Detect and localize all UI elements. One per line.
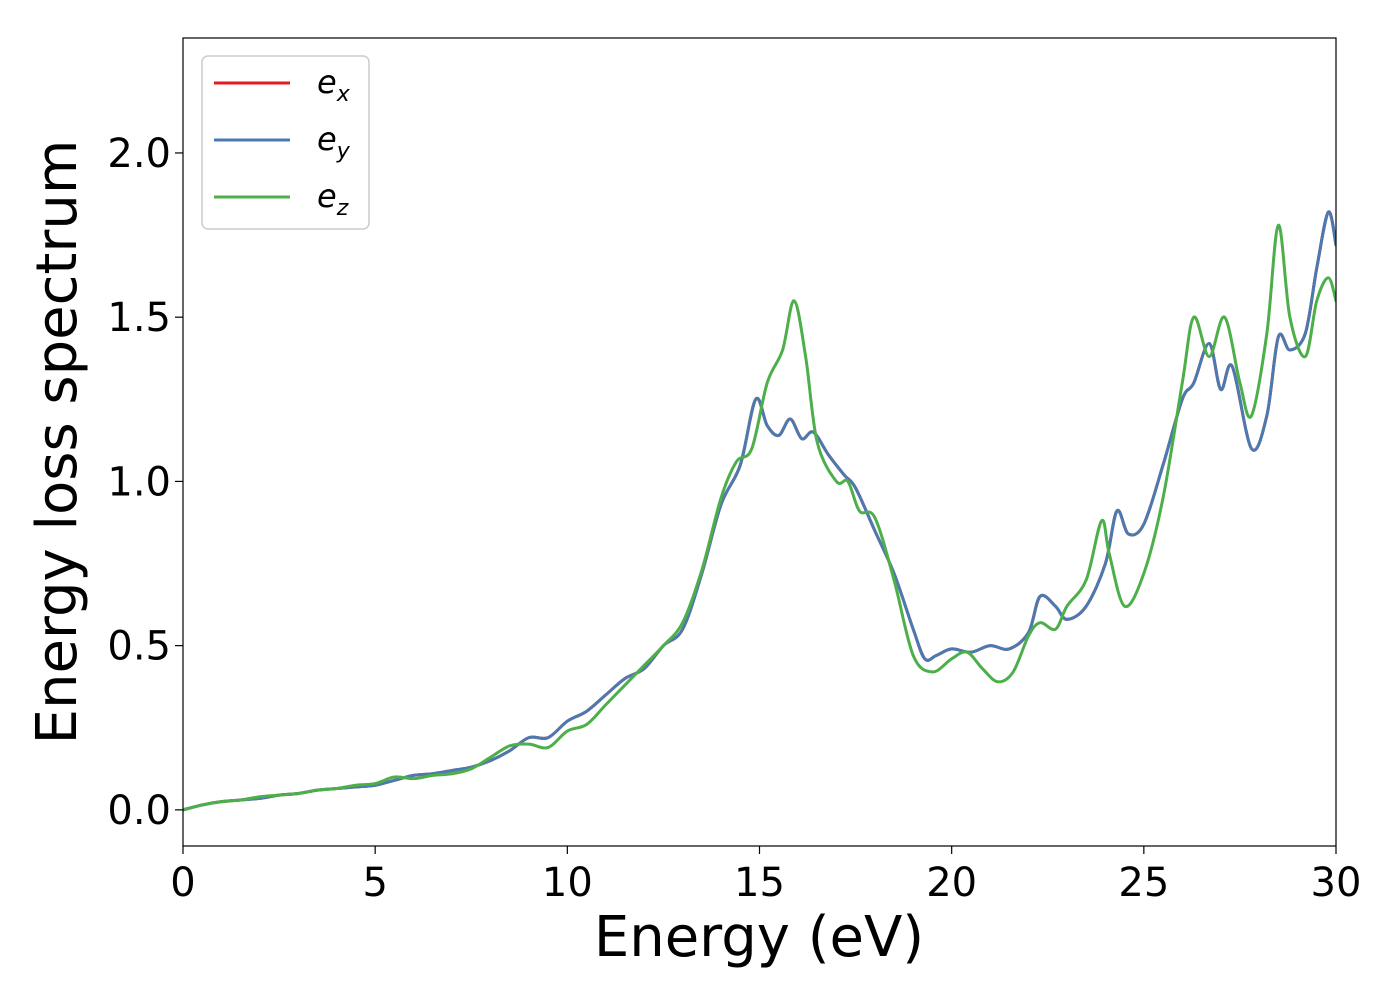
legend-label-x: ex [317,63,351,107]
y-tick-label: 0.0 [107,788,171,834]
y-tick-label: 2.0 [107,131,171,177]
y-tick-label: 1.0 [107,459,171,505]
series-layer [183,210,1336,812]
x-tick-label: 30 [1311,860,1362,906]
series-line-z [183,223,1336,812]
y-axis-label: Energy loss spectrum [25,140,90,745]
y-tick-label: 1.5 [107,295,171,341]
x-tick-label: 20 [926,860,977,906]
x-tick-label: 25 [1118,860,1169,906]
legend-label-z: ez [317,177,349,221]
x-tick-label: 10 [542,860,593,906]
legend: ex ey ez [201,55,370,230]
y-tick-label: 0.5 [107,624,171,670]
legend-box [201,55,370,230]
x-tick-label: 0 [170,860,195,906]
x-tick-label: 15 [734,860,785,906]
ticks-layer: 0 5 10 15 20 25 30 0.0 0.5 1.0 1.5 2.0 [107,131,1361,906]
legend-label-y: ey [317,120,351,164]
x-axis-label: Energy (eV) [594,905,924,970]
x-tick-label: 5 [362,860,387,906]
